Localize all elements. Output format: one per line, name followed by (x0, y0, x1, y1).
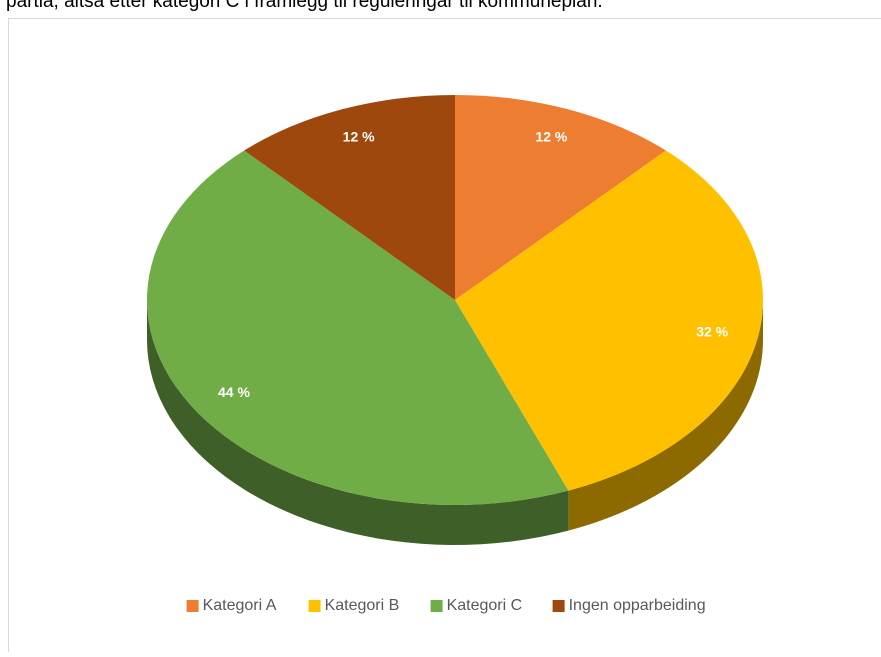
data-label: 32 % (696, 323, 728, 339)
data-label: 12 % (535, 129, 567, 145)
intro-text: partia, altså etter kategori C i framleg… (6, 0, 603, 12)
legend-swatch (187, 600, 199, 612)
pie: 12 % 32 % 44 % 12 % (147, 95, 763, 545)
data-label: 12 % (343, 129, 375, 145)
legend-swatch (309, 600, 321, 612)
legend: Kategori A Kategori B Kategori C Ingen oppa… (187, 597, 706, 614)
legend-label: Kategori C (447, 597, 523, 614)
data-label: 44 % (218, 384, 250, 400)
legend-label: Kategori B (325, 597, 400, 614)
legend-label: Kategori A (203, 597, 277, 614)
legend-swatch (431, 600, 443, 612)
legend-swatch (553, 600, 565, 612)
legend-label: Ingen opparbeiding (569, 597, 706, 614)
